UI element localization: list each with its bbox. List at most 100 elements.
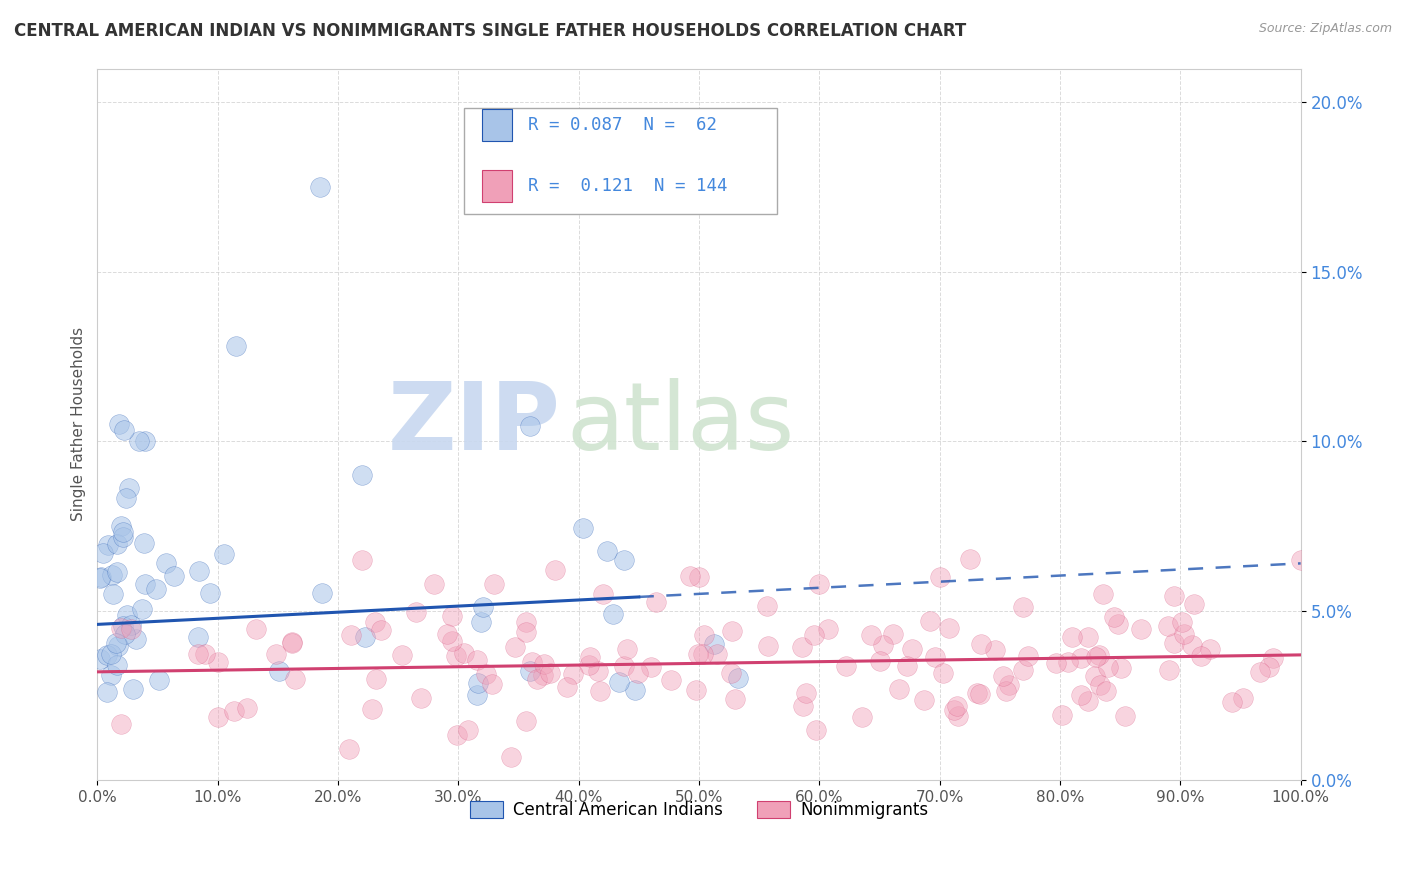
Point bbox=[869, 654, 891, 668]
Point bbox=[966, 685, 988, 699]
Point bbox=[117, 482, 139, 496]
Point bbox=[1084, 669, 1107, 683]
Point bbox=[1017, 648, 1039, 663]
Point bbox=[520, 656, 543, 670]
Point bbox=[586, 665, 609, 679]
Point bbox=[724, 692, 747, 706]
Point bbox=[467, 675, 489, 690]
Point bbox=[148, 673, 170, 688]
Point bbox=[835, 659, 858, 673]
Point bbox=[984, 642, 1007, 657]
Point bbox=[337, 742, 360, 756]
Point bbox=[100, 567, 122, 582]
Point bbox=[441, 634, 464, 648]
Point bbox=[938, 621, 960, 635]
Point bbox=[236, 701, 259, 715]
Point bbox=[391, 648, 413, 662]
Point bbox=[640, 660, 662, 674]
Point bbox=[969, 687, 991, 701]
Point bbox=[110, 519, 132, 533]
Point bbox=[110, 621, 132, 635]
Point bbox=[225, 339, 247, 353]
Point bbox=[1070, 651, 1092, 665]
Point bbox=[111, 619, 134, 633]
Point bbox=[1097, 660, 1119, 674]
Point bbox=[1163, 589, 1185, 603]
Point bbox=[309, 180, 332, 194]
Point bbox=[1090, 678, 1112, 692]
Point bbox=[89, 651, 111, 665]
Point bbox=[128, 434, 150, 449]
Point bbox=[692, 647, 714, 661]
Text: CENTRAL AMERICAN INDIAN VS NONIMMIGRANTS SINGLE FATHER HOUSEHOLDS CORRELATION CH: CENTRAL AMERICAN INDIAN VS NONIMMIGRANTS… bbox=[14, 22, 966, 40]
Point bbox=[932, 665, 955, 680]
Point bbox=[817, 622, 839, 636]
Point bbox=[366, 673, 388, 687]
Point bbox=[1109, 661, 1132, 675]
Point bbox=[889, 681, 911, 696]
Point bbox=[503, 640, 526, 654]
Point bbox=[991, 669, 1014, 683]
Point bbox=[1130, 622, 1153, 636]
Point bbox=[89, 570, 111, 584]
Point bbox=[792, 640, 814, 654]
Point bbox=[104, 635, 127, 649]
Point bbox=[1289, 553, 1312, 567]
Point bbox=[540, 665, 562, 680]
Point bbox=[311, 586, 333, 600]
Point bbox=[803, 628, 825, 642]
Point bbox=[187, 647, 209, 661]
Point bbox=[872, 638, 894, 652]
Point bbox=[627, 666, 650, 681]
Point bbox=[481, 677, 503, 691]
Point bbox=[1198, 641, 1220, 656]
Point bbox=[145, 582, 167, 596]
Point bbox=[100, 647, 122, 661]
Point bbox=[515, 625, 537, 640]
Point bbox=[1191, 648, 1213, 663]
Point bbox=[942, 703, 965, 717]
Point bbox=[692, 628, 714, 642]
Point bbox=[613, 658, 636, 673]
Point bbox=[96, 684, 118, 698]
Point bbox=[93, 546, 115, 560]
Point bbox=[112, 423, 135, 437]
Point bbox=[806, 723, 828, 738]
Point bbox=[245, 623, 267, 637]
Text: ZIP: ZIP bbox=[388, 378, 561, 470]
Point bbox=[589, 684, 612, 698]
Point bbox=[353, 630, 375, 644]
Point bbox=[720, 624, 742, 639]
Point bbox=[1057, 655, 1080, 669]
Point bbox=[1060, 630, 1083, 644]
Point bbox=[131, 601, 153, 615]
Point bbox=[882, 627, 904, 641]
Point bbox=[592, 587, 614, 601]
Point bbox=[924, 650, 946, 665]
Point bbox=[411, 691, 433, 706]
Point bbox=[794, 686, 817, 700]
Point bbox=[686, 647, 709, 661]
Text: atlas: atlas bbox=[567, 378, 794, 470]
Point bbox=[1088, 648, 1111, 663]
Point bbox=[572, 521, 595, 535]
Point bbox=[96, 648, 118, 663]
Point bbox=[453, 647, 475, 661]
Point bbox=[1050, 707, 1073, 722]
Point bbox=[132, 535, 155, 549]
Point bbox=[340, 628, 363, 642]
Point bbox=[444, 648, 467, 663]
Point bbox=[457, 723, 479, 738]
Point bbox=[531, 667, 554, 681]
Point bbox=[281, 635, 304, 649]
Point bbox=[1077, 694, 1099, 708]
Point bbox=[928, 570, 950, 584]
Point bbox=[1107, 617, 1129, 632]
Point bbox=[89, 571, 111, 585]
Point bbox=[526, 672, 548, 686]
Point bbox=[900, 642, 922, 657]
Point bbox=[111, 529, 134, 543]
Point bbox=[125, 632, 148, 647]
FancyBboxPatch shape bbox=[464, 108, 778, 214]
Point bbox=[280, 636, 302, 650]
